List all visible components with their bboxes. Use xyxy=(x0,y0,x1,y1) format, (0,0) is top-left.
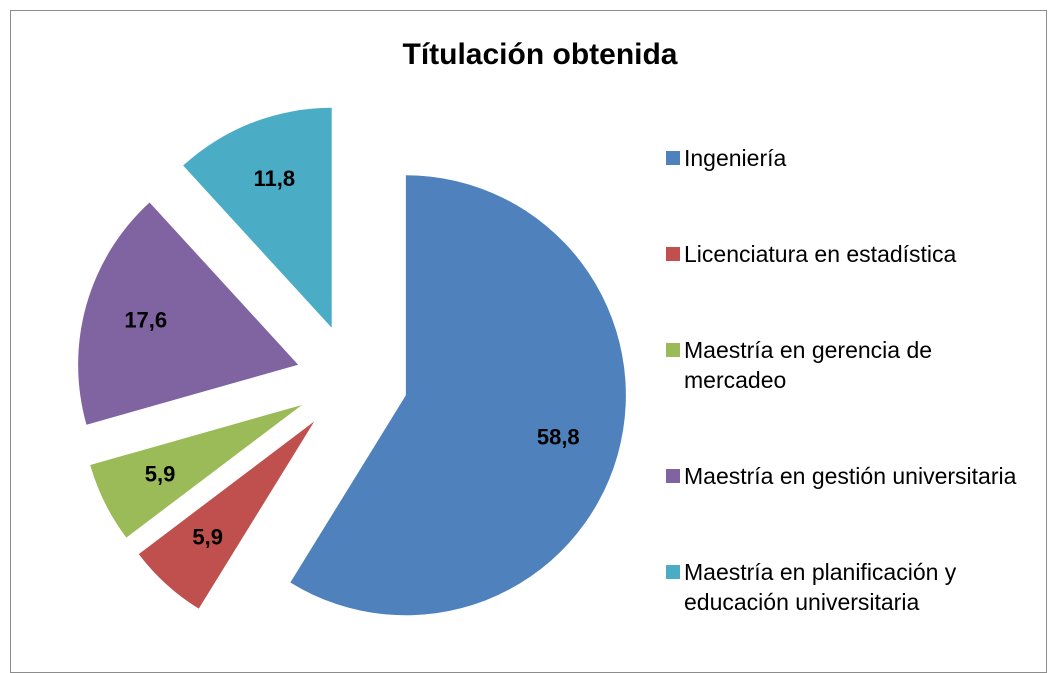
data-label: 5,9 xyxy=(145,461,176,486)
chart-title: Títulación obtenida xyxy=(403,38,678,71)
legend-swatch xyxy=(666,151,680,165)
legend-label: Maestría en planificación y educación un… xyxy=(684,559,957,615)
legend: Ingeniería Licenciatura en estadística Mae… xyxy=(666,110,1036,650)
legend-swatch xyxy=(666,343,680,357)
pie-slice xyxy=(78,202,299,425)
legend-label: Maestría en gerencia de mercadeo xyxy=(684,337,933,393)
legend-item: Maestría en gerencia de mercadeo xyxy=(666,335,1036,395)
legend-item: Maestría en planificación y educación un… xyxy=(666,557,1036,617)
data-label: 17,6 xyxy=(124,307,167,332)
data-label: 5,9 xyxy=(192,524,223,549)
legend-item: Ingeniería xyxy=(666,143,1036,173)
pie-slice xyxy=(290,175,626,616)
pie-slice xyxy=(138,421,315,609)
legend-item: Maestría en gestión universitaria xyxy=(666,461,1036,491)
data-label: 58,8 xyxy=(537,424,580,449)
pie-slice xyxy=(90,404,302,538)
legend-item: Licenciatura en estadística xyxy=(666,239,1036,269)
pie-slice xyxy=(183,107,332,328)
legend-label: Licenciatura en estadística xyxy=(684,241,957,267)
legend-swatch xyxy=(666,565,680,579)
legend-swatch xyxy=(666,469,680,483)
legend-label: Ingeniería xyxy=(684,145,787,171)
legend-label: Maestría en gestión universitaria xyxy=(684,463,1017,489)
data-label: 11,8 xyxy=(254,166,296,191)
legend-swatch xyxy=(666,247,680,261)
